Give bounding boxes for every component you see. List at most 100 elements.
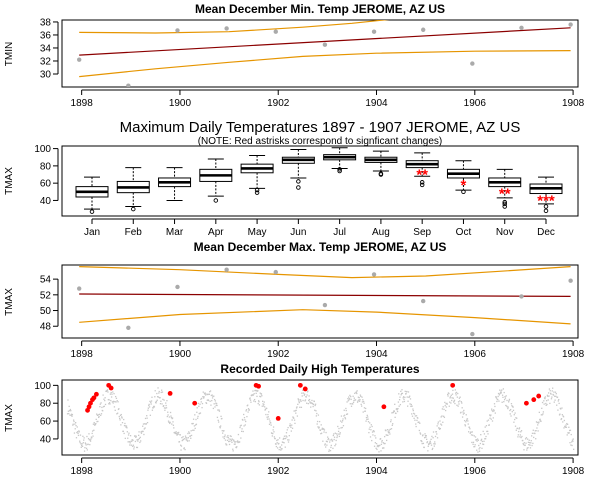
panel-3-data-point xyxy=(273,269,278,275)
daily-high-point xyxy=(507,406,509,408)
daily-high-point xyxy=(520,436,522,439)
daily-high-point xyxy=(469,432,471,434)
daily-high-point xyxy=(185,436,187,439)
daily-high-point xyxy=(375,447,377,449)
daily-high-point xyxy=(450,402,452,404)
panel-4-x-tick-label: 1898 xyxy=(71,466,94,477)
daily-high-point xyxy=(121,422,124,424)
daily-high-point xyxy=(194,414,196,416)
daily-high-point xyxy=(296,406,298,408)
daily-high-point xyxy=(493,403,496,405)
daily-high-point xyxy=(316,420,319,423)
daily-high-point xyxy=(558,402,560,405)
daily-high-point xyxy=(283,437,285,440)
daily-high-point xyxy=(505,395,507,397)
panel-4-y-tick-label: 100 xyxy=(34,381,51,392)
daily-high-point xyxy=(120,413,122,416)
daily-high-point xyxy=(462,411,464,413)
daily-high-point xyxy=(350,398,352,401)
daily-high-point xyxy=(286,429,288,431)
daily-high-point xyxy=(434,441,436,443)
daily-high-point xyxy=(195,418,197,421)
daily-high-point xyxy=(249,399,252,401)
daily-high-point xyxy=(213,395,215,397)
daily-high-point xyxy=(116,400,118,402)
daily-high-point xyxy=(389,433,391,435)
daily-high-point xyxy=(167,411,169,413)
box-outlier xyxy=(89,209,95,214)
box-feb xyxy=(116,167,150,212)
daily-high-point xyxy=(545,402,547,405)
daily-high-point xyxy=(365,407,367,410)
daily-high-point xyxy=(322,428,325,430)
panel-2-x-tick-label: Sep xyxy=(413,227,431,238)
daily-high-point xyxy=(417,417,419,419)
daily-high-point xyxy=(202,396,204,398)
daily-high-point xyxy=(249,398,251,400)
daily-high-point xyxy=(143,433,145,436)
daily-high-point xyxy=(484,438,487,440)
daily-high-point xyxy=(86,435,88,438)
daily-high-point xyxy=(309,401,311,403)
daily-high-point xyxy=(507,407,509,410)
daily-high-point xyxy=(178,441,181,443)
record-high-point xyxy=(256,383,261,389)
daily-high-point xyxy=(259,396,262,398)
daily-high-point xyxy=(459,396,461,398)
daily-high-point xyxy=(568,426,570,428)
daily-high-point xyxy=(70,410,72,412)
daily-high-point xyxy=(535,421,538,423)
daily-high-point xyxy=(500,392,503,394)
daily-high-point xyxy=(185,439,187,441)
daily-high-point xyxy=(550,398,553,400)
daily-high-point xyxy=(157,396,160,398)
daily-high-point xyxy=(99,403,101,405)
panel-1-data-point xyxy=(470,61,475,66)
daily-high-point xyxy=(207,393,209,396)
daily-high-point xyxy=(404,396,406,399)
daily-high-point xyxy=(345,407,347,410)
daily-high-point xyxy=(97,420,99,423)
daily-high-point xyxy=(203,397,205,399)
box-apr xyxy=(199,158,233,203)
daily-high-point xyxy=(245,409,248,411)
box-jan xyxy=(75,176,109,214)
significance-asterisks: *** xyxy=(537,193,555,210)
daily-high-point xyxy=(452,397,454,399)
daily-high-point xyxy=(92,435,94,437)
daily-high-point xyxy=(433,445,435,447)
panel-3-title: Mean December Max. Temp JEROME, AZ US xyxy=(194,240,447,254)
record-high-point xyxy=(450,382,456,388)
daily-high-point xyxy=(455,394,457,396)
daily-high-point xyxy=(271,435,273,437)
daily-high-point xyxy=(316,412,318,415)
daily-high-point xyxy=(268,411,270,413)
daily-high-point xyxy=(169,421,171,423)
daily-high-point xyxy=(332,447,334,450)
daily-high-point xyxy=(456,404,458,406)
daily-high-point xyxy=(146,421,149,424)
daily-high-point xyxy=(424,433,426,435)
daily-high-point xyxy=(545,404,547,406)
panel-1-data-point xyxy=(421,27,426,32)
daily-high-point xyxy=(337,430,340,433)
daily-high-point xyxy=(550,393,552,395)
daily-high-point xyxy=(94,423,96,425)
daily-high-point xyxy=(454,389,456,391)
daily-high-point xyxy=(91,436,93,439)
daily-high-point xyxy=(406,390,408,393)
daily-high-point xyxy=(482,443,484,445)
daily-high-point xyxy=(255,392,257,394)
daily-high-point xyxy=(571,444,573,447)
daily-high-point xyxy=(449,401,451,403)
daily-high-point xyxy=(390,419,392,421)
daily-high-point xyxy=(421,442,423,445)
daily-high-point xyxy=(129,444,131,446)
daily-high-point xyxy=(313,400,316,403)
daily-high-point xyxy=(426,441,429,443)
daily-high-point xyxy=(503,391,505,394)
daily-high-point xyxy=(451,397,453,399)
panel-3-x-tick-label: 1904 xyxy=(365,349,388,360)
daily-high-point xyxy=(348,399,350,401)
daily-high-point xyxy=(304,393,306,395)
